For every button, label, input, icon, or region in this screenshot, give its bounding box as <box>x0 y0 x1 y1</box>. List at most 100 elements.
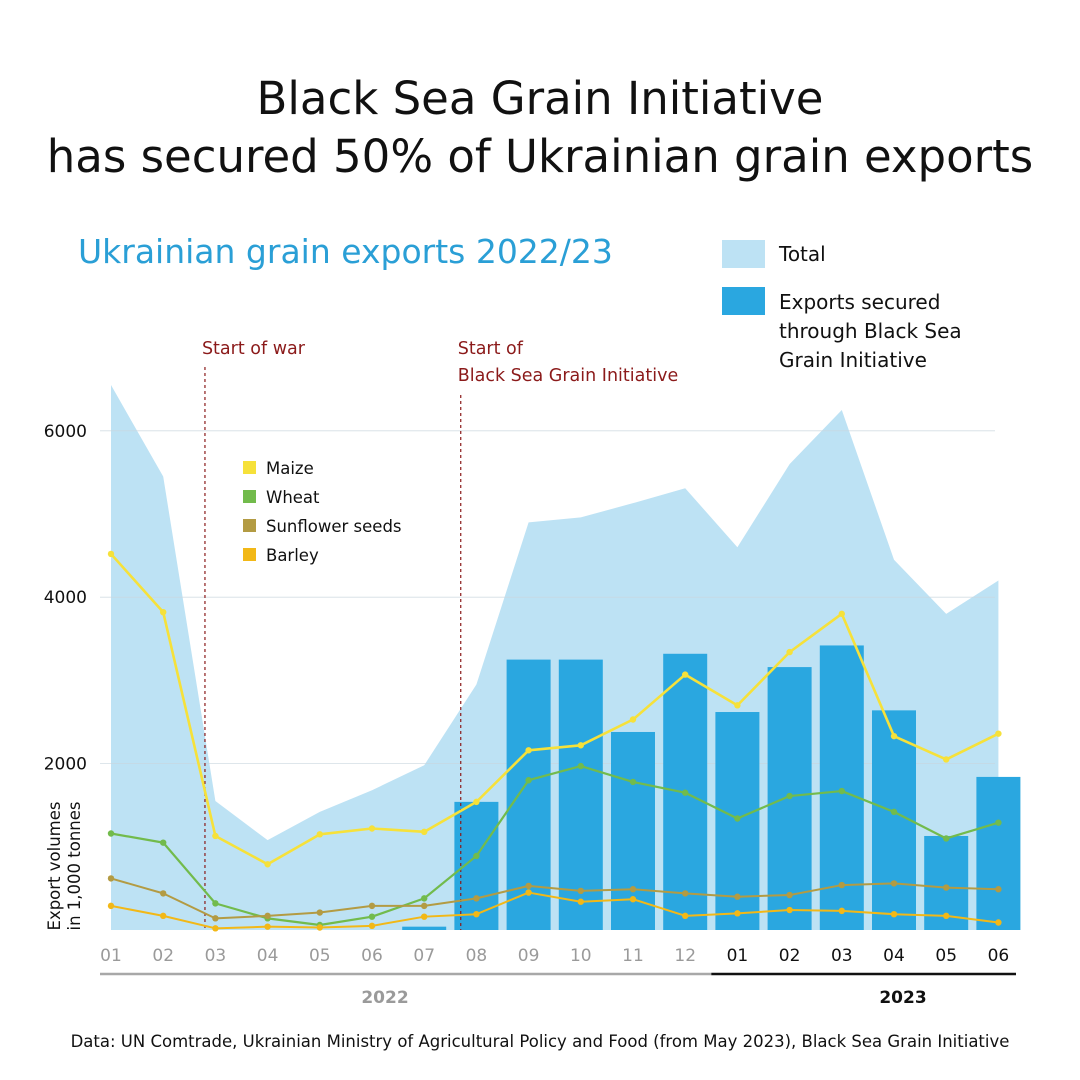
point-wheat-12 <box>734 815 741 822</box>
point-maize-5 <box>368 825 376 832</box>
title-line-2: has secured 50% of Ukrainian grain expor… <box>46 130 1034 183</box>
x-tick-label-3: 04 <box>257 946 279 966</box>
point-wheat-6 <box>421 895 428 902</box>
x-tick-label-16: 05 <box>935 946 957 966</box>
secured-bar-6 <box>402 926 447 930</box>
point-maize-7 <box>473 798 480 806</box>
point-barley-0 <box>107 902 115 910</box>
point-barley-13 <box>786 906 793 914</box>
point-sunflower-seeds-17 <box>995 886 1002 893</box>
point-sunflower-seeds-14 <box>838 881 845 889</box>
point-wheat-5 <box>368 913 376 920</box>
point-maize-1 <box>160 608 167 616</box>
year-label-2023: 2023 <box>879 988 926 1008</box>
y-axis-label: Export volumes in 1,000 tonnes <box>45 802 84 931</box>
point-barley-15 <box>890 910 898 918</box>
line-legend-label-0: Maize <box>266 459 314 478</box>
y-axis-label-line-2: in 1,000 tonnes <box>65 802 84 931</box>
point-sunflower-seeds-15 <box>890 880 898 887</box>
point-maize-16 <box>943 756 950 763</box>
x-tick-label-5: 06 <box>361 946 383 966</box>
line-legend-swatch-3 <box>243 548 256 561</box>
point-sunflower-seeds-6 <box>421 902 428 910</box>
point-sunflower-seeds-0 <box>107 875 115 882</box>
line-legend-label-3: Barley <box>266 546 319 565</box>
x-tick-label-4: 05 <box>309 946 331 966</box>
point-maize-13 <box>786 648 793 656</box>
point-wheat-15 <box>890 808 898 816</box>
event-label-1-1: Black Sea Grain Initiative <box>458 366 678 386</box>
point-barley-17 <box>995 919 1002 926</box>
x-tick-label-1: 02 <box>152 946 174 966</box>
line-legend-swatch-0 <box>243 461 256 474</box>
point-maize-8 <box>525 747 532 754</box>
point-wheat-11 <box>682 789 689 796</box>
point-sunflower-seeds-8 <box>525 882 532 890</box>
x-tick-label-12: 01 <box>727 946 749 966</box>
point-sunflower-seeds-10 <box>629 886 637 893</box>
y-tick-label-4000: 4000 <box>44 588 87 608</box>
point-barley-4 <box>316 924 323 931</box>
x-tick-label-11: 12 <box>674 946 696 966</box>
point-wheat-7 <box>473 852 480 860</box>
series-line-barley <box>110 891 999 930</box>
y-tick-label-2000: 2000 <box>44 755 87 775</box>
point-wheat-8 <box>525 777 532 784</box>
point-sunflower-seeds-1 <box>160 890 167 897</box>
point-sunflower-seeds-12 <box>734 893 741 900</box>
point-barley-12 <box>734 910 741 917</box>
line-legend-swatch-1 <box>243 490 256 503</box>
line-legend-label-1: Wheat <box>266 488 320 507</box>
point-barley-14 <box>838 907 845 915</box>
point-sunflower-seeds-4 <box>316 909 323 916</box>
point-wheat-14 <box>838 787 845 795</box>
year-label-2022: 2022 <box>361 988 408 1008</box>
point-maize-11 <box>682 671 689 678</box>
legend-secured-line-2: through Black Sea <box>779 319 962 343</box>
secured-bar-9 <box>558 659 603 930</box>
point-wheat-16 <box>943 835 950 842</box>
x-tick-label-6: 07 <box>413 946 435 966</box>
point-barley-2 <box>212 925 219 932</box>
event-label-0-0: Start of war <box>202 339 306 359</box>
x-tick-label-8: 09 <box>518 946 540 966</box>
point-sunflower-seeds-16 <box>943 884 950 891</box>
secured-bar-17 <box>976 776 1021 930</box>
point-maize-0 <box>107 550 115 558</box>
chart-title: Ukrainian grain exports 2022/23 <box>78 232 613 271</box>
event-label-1-0: Start of <box>458 339 524 359</box>
point-wheat-0 <box>107 830 115 837</box>
point-barley-7 <box>473 910 480 918</box>
point-sunflower-seeds-9 <box>577 887 584 895</box>
point-maize-17 <box>995 730 1002 737</box>
point-maize-3 <box>264 861 271 868</box>
point-wheat-9 <box>577 762 584 770</box>
point-wheat-13 <box>786 792 793 800</box>
x-tick-label-15: 04 <box>883 946 905 966</box>
legend-swatch-total <box>722 240 765 268</box>
line-legend-label-2: Sunflower seeds <box>266 517 402 536</box>
point-maize-6 <box>421 828 428 836</box>
point-wheat-17 <box>995 819 1002 826</box>
point-maize-9 <box>577 742 584 749</box>
point-maize-2 <box>212 832 219 840</box>
point-barley-16 <box>943 912 950 920</box>
point-barley-5 <box>368 922 376 930</box>
point-barley-6 <box>421 913 428 920</box>
y-axis-label-line-1: Export volumes <box>45 802 64 931</box>
point-wheat-1 <box>160 839 167 846</box>
point-sunflower-seeds-2 <box>212 915 219 922</box>
series-line-maize <box>110 553 999 866</box>
data-source-note: Data: UN Comtrade, Ukrainian Ministry of… <box>70 1032 1010 1051</box>
line-legend-swatch-2 <box>243 519 256 532</box>
point-maize-15 <box>890 732 898 740</box>
point-sunflower-seeds-11 <box>682 890 689 897</box>
point-barley-10 <box>629 896 637 903</box>
x-tick-label-13: 02 <box>779 946 801 966</box>
point-barley-3 <box>264 923 271 930</box>
point-maize-4 <box>316 831 323 838</box>
x-tick-label-10: 11 <box>622 946 644 966</box>
legend-secured-line-3: Grain Initiative <box>779 348 927 372</box>
point-barley-8 <box>525 889 532 896</box>
